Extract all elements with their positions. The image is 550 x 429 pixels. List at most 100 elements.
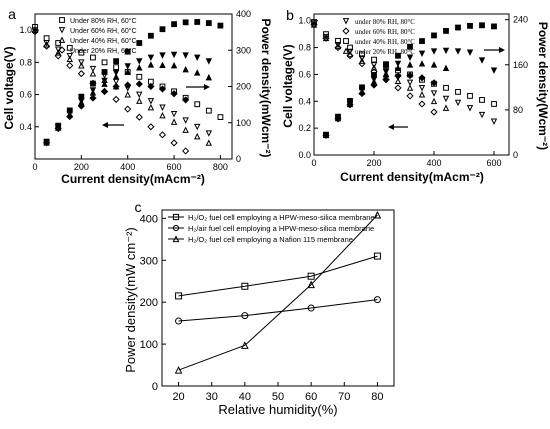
power-point-a-1 <box>159 52 166 59</box>
x-tick-label-c: 40 <box>239 391 251 403</box>
power-point-b-2 <box>443 28 449 34</box>
power-point-a-0 <box>159 26 166 33</box>
y-left-tick-label-b: 0.8 <box>298 43 311 53</box>
power-point-a-3 <box>89 94 97 102</box>
legend-marker-c-1 <box>172 224 180 232</box>
voltage-point-b-3 <box>310 21 318 28</box>
power-point-b-0 <box>394 60 402 68</box>
power-point-a-2 <box>101 80 108 87</box>
y-right-tick-label-b: 160 <box>513 60 528 70</box>
voltage-point-a-3 <box>89 79 97 87</box>
power-point-a-2 <box>205 73 213 81</box>
power-point-a-2 <box>170 61 178 69</box>
voltage-point-a-2 <box>66 55 73 63</box>
voltage-point-b-2 <box>491 101 497 107</box>
power-point-a-2 <box>89 89 97 96</box>
data-point-c-2 <box>307 280 315 289</box>
power-point-a-3 <box>170 90 178 98</box>
voltage-point-a-3 <box>182 147 190 155</box>
legend-marker-c-2 <box>172 235 180 243</box>
voltage-point-b-3 <box>322 34 330 42</box>
data-point-c-0 <box>373 252 381 260</box>
power-point-a-3 <box>77 102 85 110</box>
voltage-point-a-1 <box>78 59 85 66</box>
power-point-b-3 <box>370 78 378 85</box>
y-left-tick-label-b: 1.0 <box>298 16 311 26</box>
power-point-b-2 <box>407 43 413 50</box>
power-point-a-3 <box>158 85 167 93</box>
power-point-a-0 <box>205 20 212 26</box>
voltage-point-a-2 <box>124 91 131 98</box>
power-point-a-3 <box>182 96 190 104</box>
power-point-a-3 <box>147 82 155 91</box>
y-axis-label-c: Power density(mW cm⁻²) <box>123 227 138 373</box>
data-point-c-1 <box>241 312 249 320</box>
voltage-point-a-3 <box>54 52 62 60</box>
voltage-point-b-2 <box>371 56 377 63</box>
y-left-axis-label-b: Cell voltage(V) <box>281 44 295 127</box>
power-point-a-0 <box>124 48 131 55</box>
voltage-point-a-2 <box>54 49 62 56</box>
voltage-point-a-3 <box>158 131 167 139</box>
power-point-a-0 <box>182 19 189 26</box>
voltage-point-b-1 <box>406 92 414 100</box>
voltage-point-a-0 <box>101 59 108 66</box>
power-point-b-0 <box>418 50 426 57</box>
voltage-point-b-0 <box>490 118 498 125</box>
legend-marker-a-3 <box>58 46 66 54</box>
voltage-point-a-2 <box>194 132 201 140</box>
power-point-b-2 <box>455 24 461 31</box>
voltage-point-a-2 <box>159 111 166 119</box>
voltage-point-a-3 <box>147 123 155 131</box>
legend-label-c-0: H₂/O₂ fuel cell employing a HPW-meso-sil… <box>188 213 375 222</box>
voltage-point-a-0 <box>43 35 50 42</box>
y-left-tick-label-b: 0.2 <box>298 123 311 133</box>
voltage-point-b-3 <box>370 64 378 71</box>
voltage-point-a-2 <box>89 70 97 77</box>
voltage-point-a-3 <box>170 139 178 147</box>
voltage-point-a-3 <box>66 61 74 70</box>
voltage-point-b-2 <box>479 97 485 103</box>
data-point-c-1 <box>175 317 183 325</box>
x-tick-label-a: 0 <box>32 162 37 172</box>
voltage-point-a-2 <box>170 118 178 125</box>
legend-label-b-2: under 40% RH, 80°C <box>355 38 415 46</box>
y-right-tick-label-a: 400 <box>236 9 251 19</box>
x-tick-label-a: 800 <box>213 162 228 172</box>
power-point-b-3 <box>394 64 402 72</box>
power-point-b-2 <box>467 22 473 29</box>
power-point-a-0 <box>101 69 108 75</box>
legend-marker-c-0 <box>172 213 180 221</box>
x-tick-label-c: 60 <box>305 391 317 403</box>
x-axis-label-b: Current density(mAcm⁻²) <box>340 170 484 184</box>
y-left-tick-label-a: 0.6 <box>19 90 32 100</box>
y-left-tick-label-a: 0.4 <box>19 122 32 132</box>
power-point-a-0 <box>194 19 201 25</box>
voltage-point-a-3 <box>77 70 85 78</box>
voltage-point-a-0 <box>66 44 73 51</box>
data-point-c-0 <box>241 282 249 290</box>
power-point-a-2 <box>124 68 131 75</box>
series-line-c-2 <box>178 214 378 371</box>
legend-marker-b-1 <box>342 27 350 35</box>
x-tick-label-a: 400 <box>120 162 135 172</box>
power-point-a-1 <box>170 51 178 59</box>
y-left-tick-label-b: 0.4 <box>298 96 311 106</box>
voltage-point-b-0 <box>454 99 462 107</box>
power-point-a-2 <box>112 73 120 80</box>
y-left-tick-label-b: 0.0 <box>298 150 311 160</box>
power-point-a-2 <box>147 61 155 68</box>
y-right-tick-label-a: 100 <box>236 118 251 128</box>
power-point-a-3 <box>100 87 109 96</box>
arrow-head-b2 <box>388 124 394 130</box>
power-point-b-0 <box>466 49 474 56</box>
voltage-point-b-1 <box>430 108 438 116</box>
y-right-tick-label-a: 300 <box>236 45 251 55</box>
legend-label-b-0: under 80% RH, 80°C <box>355 18 415 26</box>
voltage-point-a-1 <box>205 130 213 137</box>
power-point-a-2 <box>136 64 143 71</box>
panel-label-c: c <box>135 199 142 215</box>
x-tick-label-c: 70 <box>338 391 350 403</box>
y-right-tick-label-a: 0 <box>236 154 241 164</box>
y-right-tick-label-b: 240 <box>513 15 528 25</box>
